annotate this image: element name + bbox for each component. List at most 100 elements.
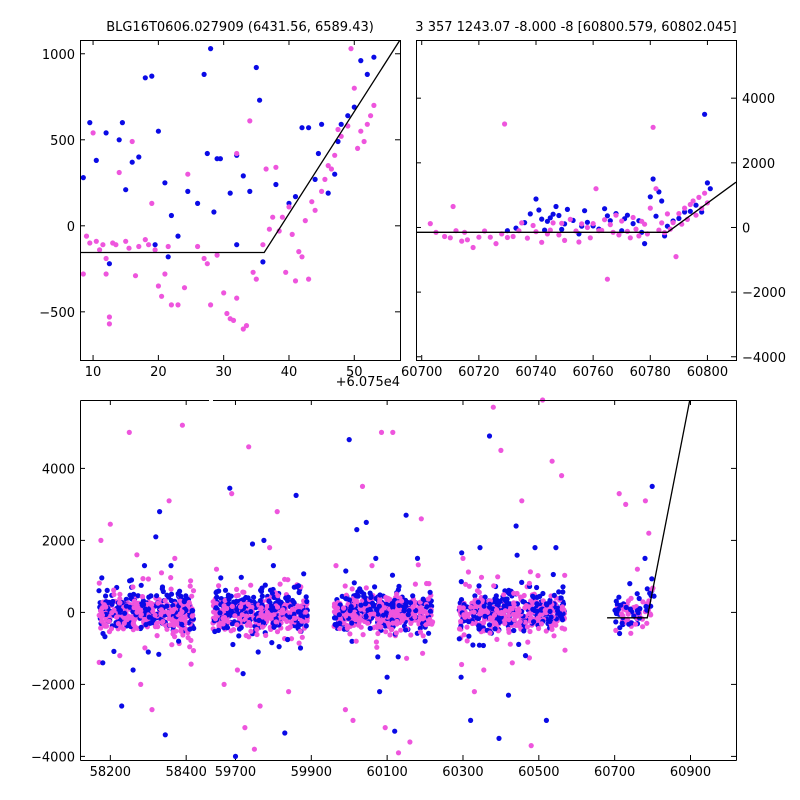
- data-point: [616, 491, 622, 497]
- data-point: [282, 730, 288, 736]
- data-point: [185, 171, 191, 177]
- data-point: [100, 660, 106, 666]
- data-point: [295, 583, 302, 589]
- data-point: [417, 625, 423, 631]
- data-point: [543, 717, 550, 724]
- data-point: [514, 552, 520, 558]
- data-point: [528, 610, 534, 617]
- data-point: [97, 247, 103, 253]
- data-point: [240, 326, 246, 332]
- data-point: [693, 202, 699, 208]
- data-point: [481, 667, 487, 673]
- data-point: [491, 612, 498, 618]
- data-point: [651, 593, 657, 599]
- data-point: [158, 607, 164, 613]
- data-point: [154, 593, 160, 599]
- data-point: [357, 606, 363, 612]
- data-point: [562, 626, 568, 632]
- data-point: [627, 606, 634, 612]
- data-point: [398, 627, 404, 633]
- data-point: [111, 587, 117, 593]
- data-point: [227, 190, 233, 196]
- data-point: [476, 623, 482, 629]
- data-point: [389, 626, 395, 633]
- data-point: [616, 594, 622, 600]
- data-point: [472, 593, 478, 599]
- data-point: [530, 593, 536, 599]
- data-point: [388, 611, 394, 617]
- data-point: [410, 604, 416, 610]
- data-point: [471, 689, 477, 695]
- x-tick-label: 60900: [670, 765, 711, 780]
- data-point: [494, 636, 500, 643]
- data-point: [517, 619, 523, 625]
- panel-bottom-points: [96, 397, 691, 760]
- data-point: [292, 194, 299, 200]
- data-point: [693, 212, 699, 218]
- data-point: [354, 598, 360, 605]
- data-point: [93, 238, 99, 244]
- data-point: [617, 625, 623, 631]
- data-point: [584, 224, 591, 231]
- data-point: [420, 650, 426, 656]
- data-point: [236, 626, 243, 632]
- data-point: [378, 619, 384, 625]
- data-point: [103, 593, 109, 599]
- x-tick-label: 60740: [515, 365, 556, 380]
- data-point: [393, 630, 399, 636]
- data-point: [349, 620, 355, 626]
- data-point: [456, 626, 463, 632]
- data-point: [123, 603, 129, 609]
- data-point: [111, 648, 117, 655]
- data-point: [420, 596, 426, 602]
- data-point: [359, 483, 366, 489]
- data-point: [246, 444, 252, 450]
- data-point: [354, 527, 360, 533]
- data-point: [228, 628, 234, 634]
- data-point: [243, 323, 250, 329]
- data-point: [420, 633, 426, 639]
- data-point: [618, 602, 624, 608]
- data-point: [278, 599, 284, 606]
- data-point: [274, 509, 280, 515]
- data-point: [155, 600, 161, 606]
- data-point: [477, 611, 483, 617]
- data-point: [516, 608, 522, 615]
- data-point: [337, 625, 343, 632]
- data-point: [642, 241, 648, 247]
- data-point: [131, 605, 137, 611]
- data-point: [291, 599, 297, 605]
- data-point: [286, 204, 292, 210]
- x-tick-label: 60100: [366, 765, 407, 780]
- panel-top-left-ticks: 10 20 30 40 50 −500 0 500 1000: [39, 40, 400, 380]
- data-point: [521, 628, 527, 634]
- data-point: [336, 612, 342, 618]
- data-point: [617, 630, 623, 637]
- data-point: [152, 247, 158, 253]
- data-point: [146, 614, 152, 620]
- data-point: [98, 608, 104, 614]
- data-point: [647, 205, 653, 211]
- data-point: [374, 606, 380, 613]
- data-point: [358, 602, 364, 608]
- data-point: [656, 227, 662, 233]
- data-point: [247, 188, 253, 194]
- data-point: [632, 621, 639, 627]
- data-point: [458, 674, 464, 680]
- data-point: [141, 616, 147, 623]
- data-point: [246, 619, 252, 626]
- x-tick-label: 60780: [630, 365, 671, 380]
- data-point: [106, 261, 112, 267]
- panel-top-left-points: [80, 40, 400, 332]
- data-point: [486, 604, 493, 610]
- data-point: [493, 241, 499, 247]
- data-point: [258, 587, 264, 593]
- data-point: [527, 211, 533, 217]
- data-point: [470, 642, 476, 648]
- data-point: [138, 681, 144, 688]
- data-point: [141, 563, 148, 569]
- data-point: [466, 583, 472, 589]
- data-point: [544, 218, 551, 224]
- x-tick-label: 60720: [458, 365, 499, 380]
- data-point: [644, 586, 650, 592]
